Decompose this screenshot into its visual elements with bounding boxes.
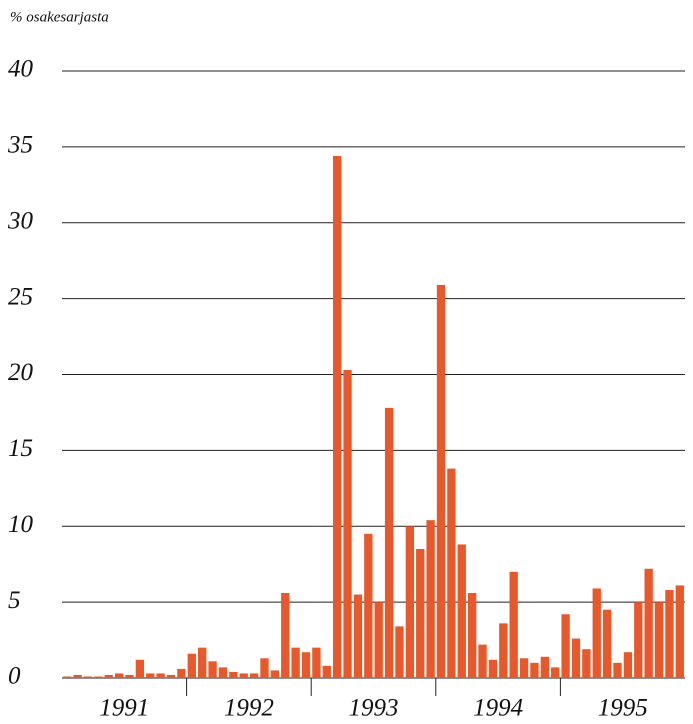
x-group-label: 1994	[473, 695, 523, 722]
bar	[166, 674, 176, 678]
bar	[634, 602, 643, 678]
bar	[83, 676, 93, 678]
bar	[551, 667, 560, 678]
bar	[384, 407, 394, 678]
bar	[457, 544, 466, 678]
y-tick-label: 10	[8, 511, 34, 538]
bar	[208, 661, 217, 678]
bar	[509, 571, 518, 678]
bar	[426, 520, 435, 678]
y-axis-label: % osakesarjasta	[10, 9, 109, 25]
bar	[218, 667, 228, 678]
bar	[571, 638, 581, 678]
bar	[623, 652, 633, 678]
bar	[104, 674, 113, 678]
y-tick-label: 20	[8, 359, 34, 386]
bar	[198, 647, 207, 678]
bar	[156, 673, 165, 678]
bar	[353, 594, 363, 678]
bar	[94, 676, 103, 678]
x-group-label: 1992	[224, 695, 274, 722]
bar	[249, 673, 259, 678]
bar	[177, 668, 186, 678]
bar	[665, 589, 674, 678]
bar	[519, 658, 529, 678]
bar	[467, 593, 477, 678]
bar	[416, 549, 425, 678]
bar	[488, 659, 498, 678]
bar	[343, 369, 352, 678]
bar	[405, 526, 414, 678]
x-group-label: 1993	[349, 695, 399, 722]
y-tick-label: 40	[8, 56, 34, 83]
y-tick-label: 25	[8, 283, 33, 310]
bar	[281, 593, 290, 678]
bar	[499, 623, 508, 678]
x-group-label: 1995	[598, 695, 648, 722]
bar	[447, 468, 456, 678]
bar	[270, 670, 280, 678]
bar	[114, 673, 124, 678]
bar	[125, 674, 134, 678]
bar	[654, 602, 664, 678]
bar	[613, 662, 622, 678]
bar	[561, 614, 570, 678]
bar	[602, 609, 612, 678]
bar	[530, 662, 539, 678]
bar	[540, 656, 549, 678]
bar	[436, 284, 446, 678]
bar	[187, 653, 196, 678]
bar	[239, 673, 248, 678]
bar	[63, 676, 72, 678]
bar	[333, 155, 342, 679]
bar	[291, 647, 300, 678]
bar	[374, 602, 383, 678]
bar	[146, 673, 155, 678]
bar	[478, 644, 487, 678]
bar	[364, 533, 373, 678]
bar	[135, 659, 145, 678]
y-tick-label: 15	[8, 435, 33, 462]
bar	[675, 585, 684, 678]
bar	[322, 665, 331, 678]
bar	[260, 658, 269, 678]
y-tick-label: 5	[8, 587, 21, 614]
y-tick-label: 35	[7, 132, 33, 159]
y-tick-label: 30	[7, 207, 34, 234]
bar	[301, 652, 311, 678]
bar	[592, 588, 601, 678]
bar	[229, 671, 238, 678]
bar	[312, 647, 321, 678]
bar	[395, 626, 404, 678]
bar	[73, 674, 82, 678]
x-group-label: 1991	[99, 695, 149, 722]
bar	[644, 568, 653, 678]
y-tick-label: 0	[8, 663, 21, 690]
bar	[582, 649, 591, 678]
